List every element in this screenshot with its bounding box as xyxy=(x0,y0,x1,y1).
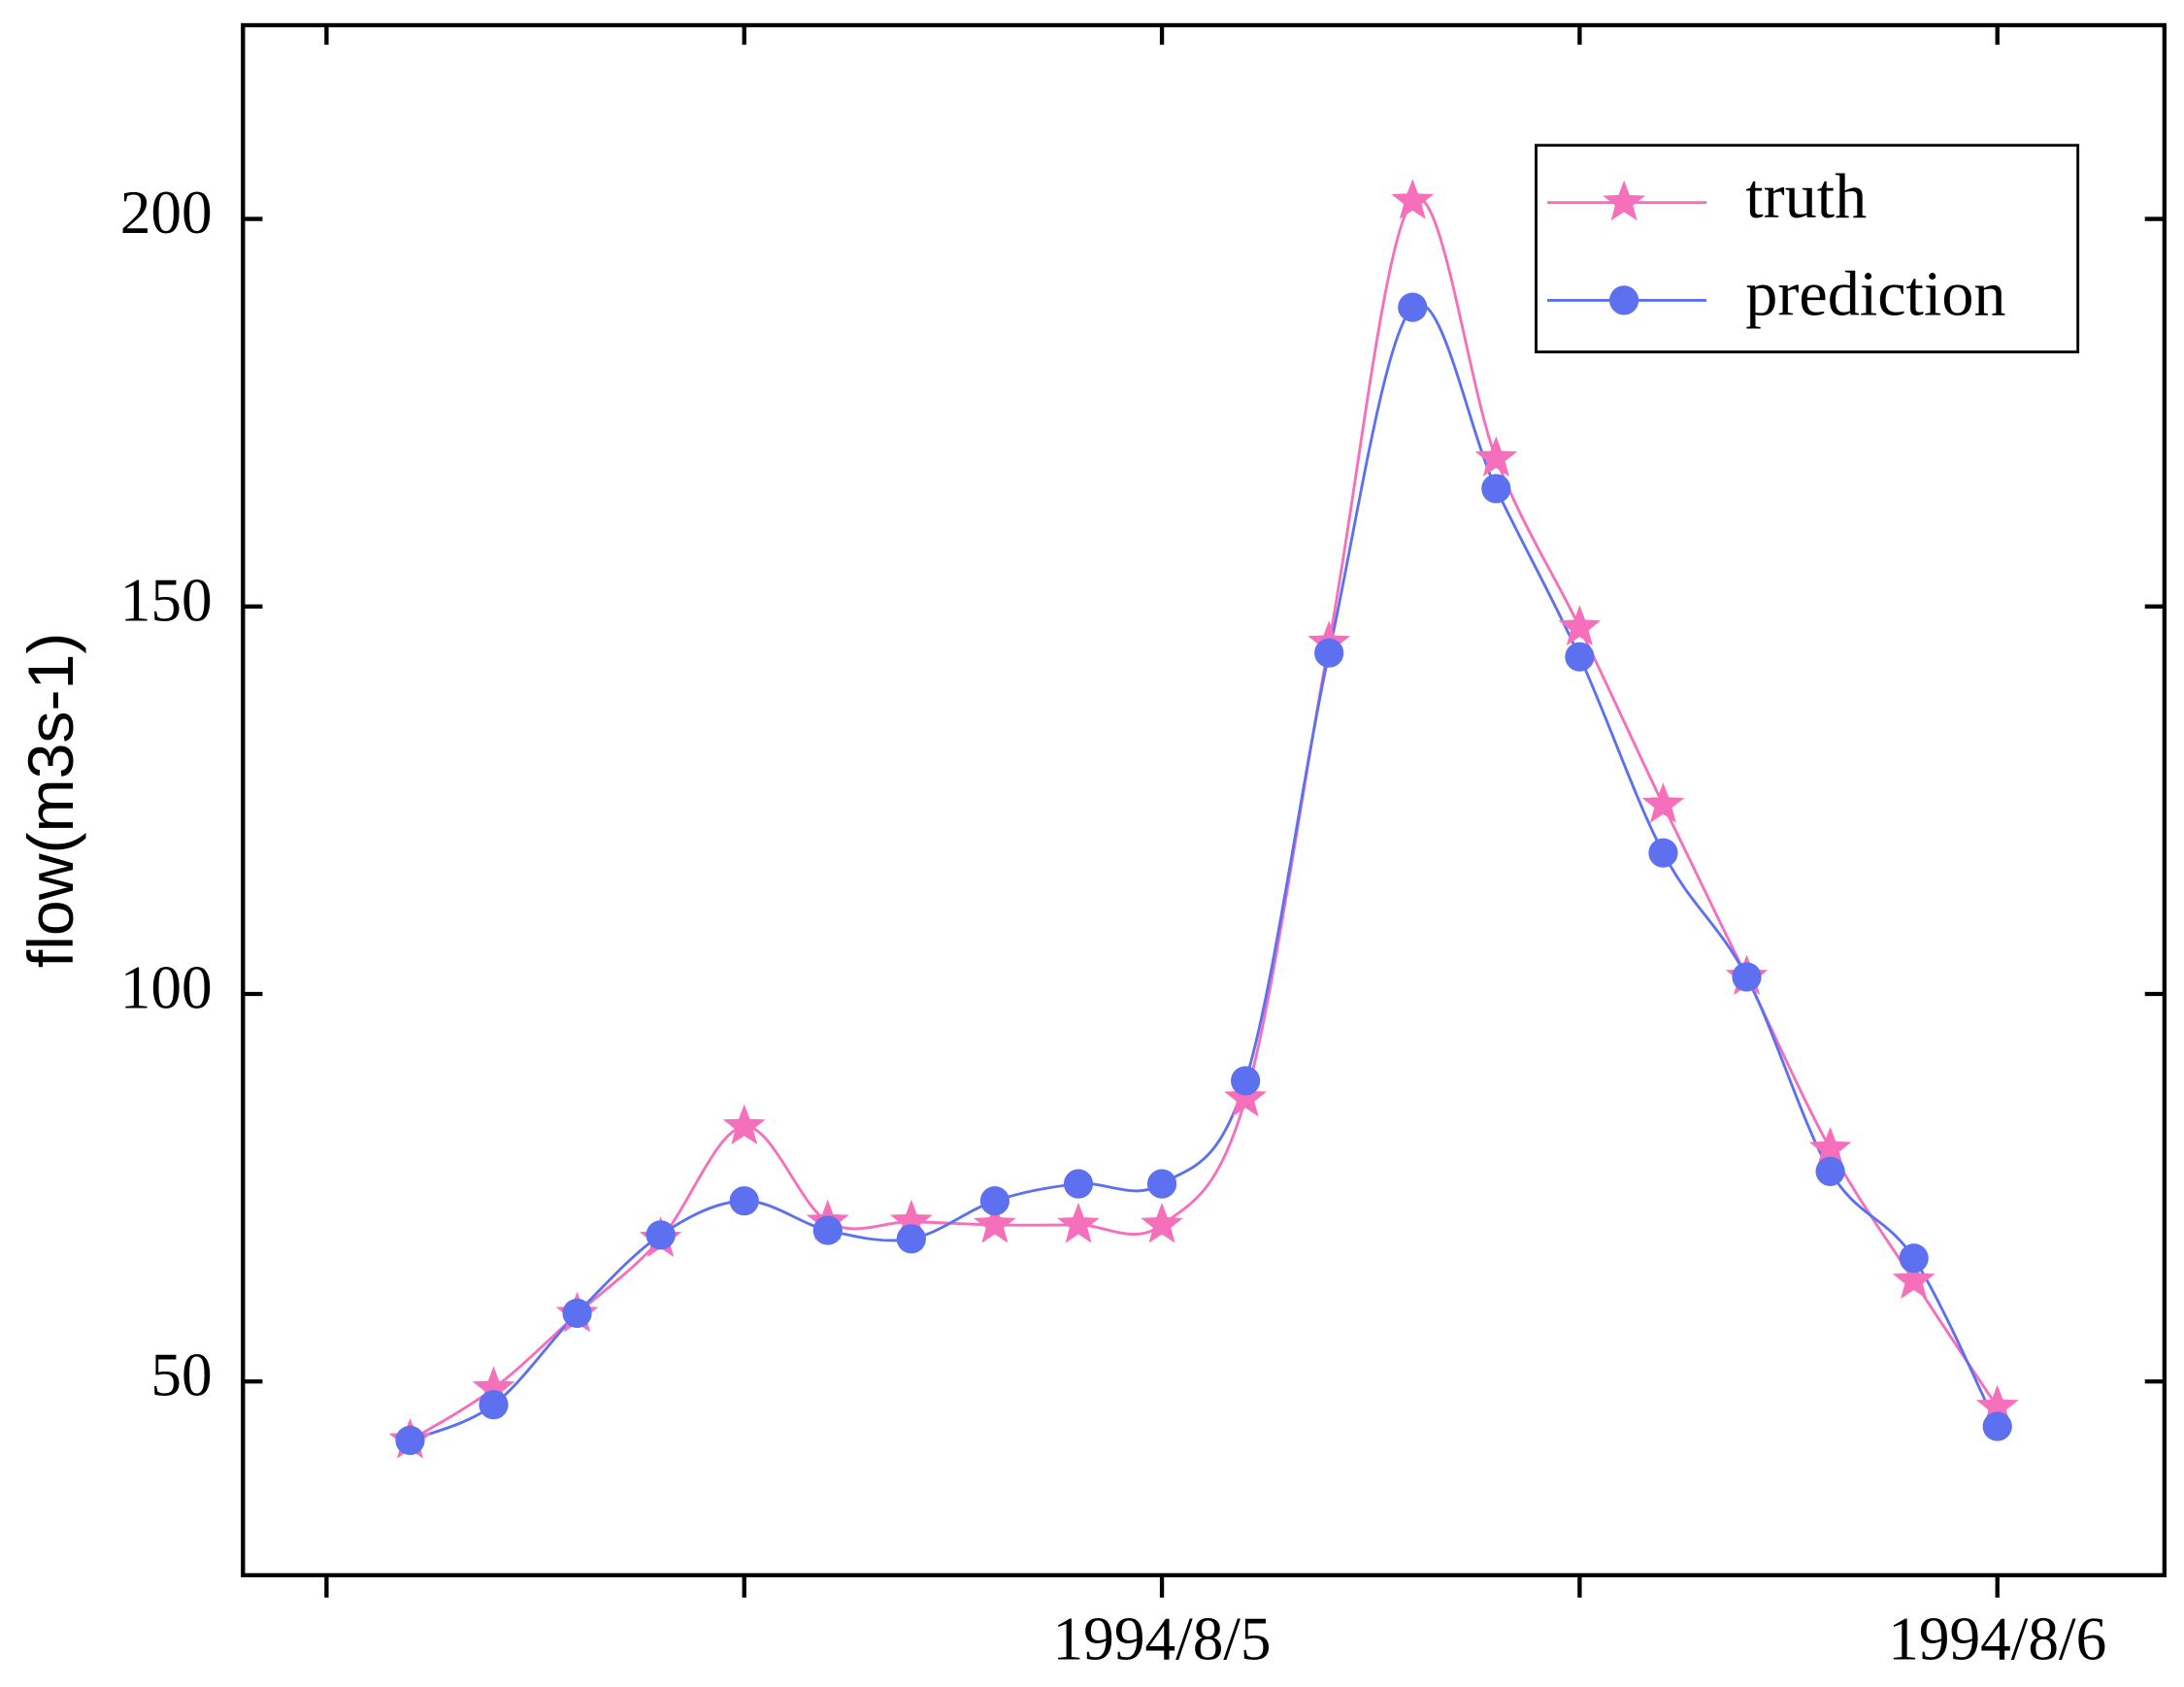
legend-label: prediction xyxy=(1745,259,2005,330)
series-markers xyxy=(395,292,2012,1456)
data-point xyxy=(1899,1243,1929,1274)
data-point xyxy=(1231,1066,1261,1096)
data-point xyxy=(722,1104,766,1145)
y-tick-label: 150 xyxy=(120,566,213,634)
data-point xyxy=(1398,292,1428,322)
data-point xyxy=(1391,179,1435,219)
legend-box xyxy=(1535,144,2080,354)
y-tick-label: 200 xyxy=(120,179,213,247)
data-point xyxy=(729,1186,759,1216)
data-point xyxy=(1815,1156,1845,1186)
y-axis-label: flow(m3s-1) xyxy=(16,633,87,969)
data-point xyxy=(1641,782,1685,823)
data-point xyxy=(974,1202,1016,1243)
data-point xyxy=(1565,642,1595,672)
data-point xyxy=(1057,1202,1100,1243)
data-point xyxy=(562,1298,592,1329)
data-point xyxy=(1224,1075,1267,1117)
data-point xyxy=(1314,638,1344,668)
data-point xyxy=(1808,1126,1852,1168)
series-line xyxy=(409,196,1999,1442)
data-point xyxy=(1474,436,1518,477)
series-line xyxy=(409,303,2000,1442)
x-tick-label: 1994/8/5 xyxy=(1053,1604,1272,1672)
legend-label: truth xyxy=(1745,161,1867,232)
data-point xyxy=(1063,1169,1094,1199)
data-point xyxy=(1146,1169,1177,1199)
data-point xyxy=(1558,605,1602,646)
legend-marker xyxy=(1603,180,1645,221)
data-point xyxy=(472,1366,515,1407)
data-point xyxy=(812,1215,843,1245)
y-tick-label: 50 xyxy=(150,1341,212,1409)
y-tick-label: 100 xyxy=(120,954,213,1022)
data-point xyxy=(889,1199,933,1240)
data-point xyxy=(896,1224,926,1254)
data-point xyxy=(1481,474,1511,504)
data-point xyxy=(1648,838,1678,868)
legend-marker xyxy=(1609,285,1639,315)
data-point xyxy=(479,1390,509,1420)
data-point xyxy=(1141,1202,1183,1243)
data-point xyxy=(1732,962,1762,992)
data-point xyxy=(1975,1384,2019,1426)
x-tick-label: 1994/8/6 xyxy=(1888,1604,2106,1672)
data-point xyxy=(645,1220,676,1250)
data-point xyxy=(1892,1258,1936,1299)
data-point xyxy=(395,1425,425,1456)
plot-frame xyxy=(241,22,2167,1577)
data-point xyxy=(979,1186,1010,1216)
data-point xyxy=(1982,1411,2012,1441)
